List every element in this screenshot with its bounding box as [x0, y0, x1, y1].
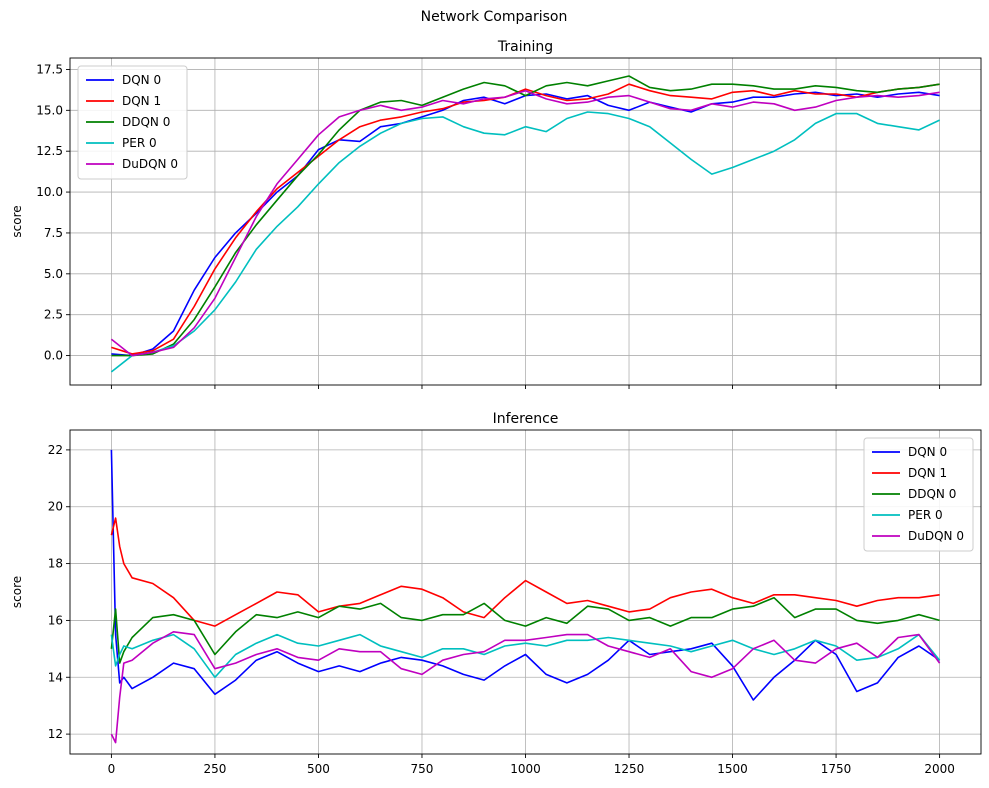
legend-label: PER 0	[122, 136, 157, 150]
series-line-ddqn-0	[110, 596, 940, 664]
y-tick-label: 20	[48, 500, 63, 514]
legend-label: DDQN 0	[908, 487, 956, 501]
legend-label: PER 0	[908, 508, 943, 522]
x-tick-label: 500	[307, 762, 330, 776]
legend-label: DuDQN 0	[908, 529, 964, 543]
y-tick-label: 22	[48, 443, 63, 457]
series-line-dqn-0	[110, 449, 941, 701]
legend-label: DQN 0	[908, 445, 947, 459]
y-tick-label: 17.5	[36, 62, 63, 76]
legend: DQN 0 DQN 1 DDQN 0 PER 0 DuDQN 0	[77, 65, 188, 180]
y-tick-label: 14	[48, 670, 63, 684]
x-tick-label: 2000	[924, 762, 955, 776]
y-tick-label: 12	[48, 727, 63, 741]
legend-frame	[863, 437, 974, 552]
legend-label: DQN 1	[908, 466, 947, 480]
x-tick-label: 250	[203, 762, 226, 776]
y-tick-label: 15.0	[36, 103, 63, 117]
series-line-ddqn-0	[111, 75, 940, 357]
legend-label: DQN 1	[122, 94, 161, 108]
y-axis-label: score	[10, 576, 24, 608]
y-tick-label: 18	[48, 557, 63, 571]
series-group	[110, 449, 941, 744]
y-tick-label: 5.0	[44, 267, 63, 281]
legend-label: DDQN 0	[122, 115, 170, 129]
y-tick-label: 7.5	[44, 226, 63, 240]
x-tick-label: 1000	[510, 762, 541, 776]
series-line-dqn-1	[111, 83, 940, 355]
x-tick-label: 1250	[614, 762, 645, 776]
series-line-per-0	[110, 633, 941, 679]
series-line-per-0	[110, 111, 940, 373]
x-tick-label: 0	[108, 762, 116, 776]
y-tick-label: 16	[48, 613, 63, 627]
legend-frame	[77, 65, 188, 180]
legend-label: DuDQN 0	[122, 157, 178, 171]
x-tick-label: 1500	[717, 762, 748, 776]
inference-panel: 0 250 500 750 1000 1250 1500 1750 2000 12 14 16 18 20…	[10, 411, 982, 776]
x-tick-label: 1750	[821, 762, 852, 776]
suptitle: Network Comparison	[421, 9, 568, 25]
legend: DQN 0 DQN 1 DDQN 0 PER 0 DuDQN 0	[863, 437, 974, 552]
y-axis-label: score	[10, 205, 24, 237]
series-line-dudqn-0	[110, 89, 940, 357]
y-tick-label: 2.5	[44, 308, 63, 322]
training-panel: 0.0 2.5 5.0 7.5 10.0 12.5 15.0 17.5 Training scor…	[10, 39, 982, 389]
series-group	[110, 75, 940, 373]
y-tick-label: 0.0	[44, 349, 63, 363]
panel-title: Training	[497, 39, 553, 55]
x-tick-label: 750	[411, 762, 434, 776]
panel-title: Inference	[493, 411, 559, 427]
legend-label: DQN 0	[122, 73, 161, 87]
y-tick-label: 12.5	[36, 144, 63, 158]
series-line-dqn-1	[110, 517, 940, 627]
y-tick-label: 10.0	[36, 185, 63, 199]
series-line-dudqn-0	[110, 630, 941, 744]
